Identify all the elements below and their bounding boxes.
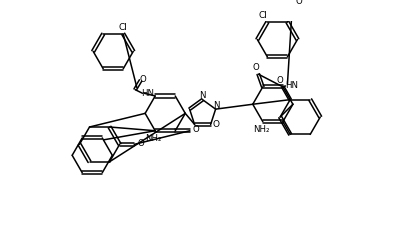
Text: NH₂: NH₂ bbox=[145, 133, 162, 142]
Text: O: O bbox=[193, 125, 200, 134]
Text: O: O bbox=[277, 76, 283, 85]
Text: O: O bbox=[137, 139, 144, 147]
Text: N: N bbox=[199, 91, 206, 100]
Text: HN: HN bbox=[141, 88, 154, 98]
Text: Cl: Cl bbox=[258, 11, 267, 20]
Text: O: O bbox=[213, 119, 220, 129]
Text: Cl: Cl bbox=[119, 23, 128, 32]
Text: N: N bbox=[213, 101, 220, 110]
Text: O: O bbox=[139, 75, 146, 84]
Text: HN: HN bbox=[285, 80, 299, 89]
Text: NH₂: NH₂ bbox=[253, 125, 269, 134]
Text: O: O bbox=[296, 0, 303, 6]
Text: O: O bbox=[252, 63, 259, 72]
